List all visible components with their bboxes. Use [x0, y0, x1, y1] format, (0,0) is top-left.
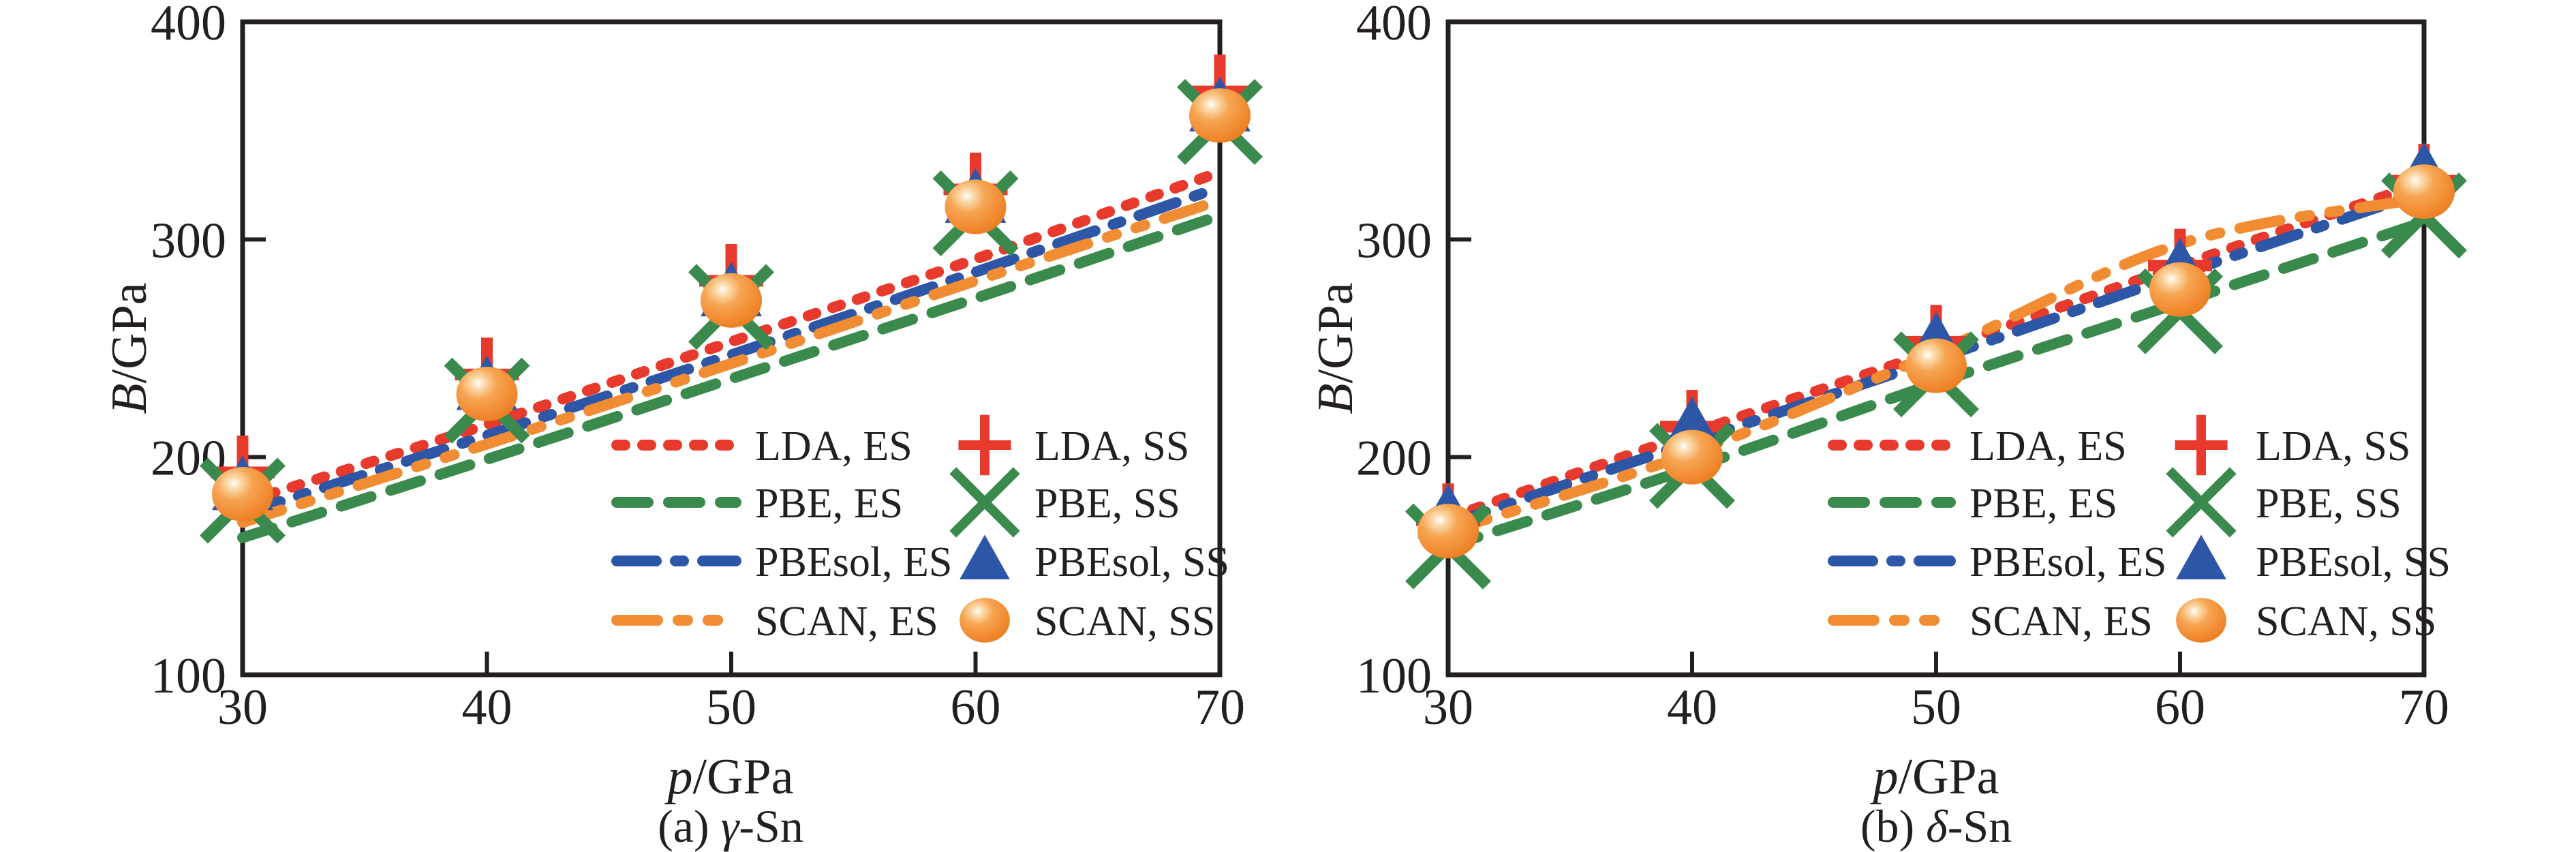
x-tick-label: 30: [217, 680, 268, 735]
y-tick-label: 400: [151, 0, 226, 51]
ss-marker-scan-shape: [1905, 338, 1967, 393]
ss-marker-scan-shape: [945, 179, 1007, 234]
caption-b-suffix: -Sn: [1947, 800, 2012, 852]
caption-a-suffix: -Sn: [739, 800, 803, 852]
legend-ss-symbol-scan: [960, 598, 1010, 643]
legend-ss-symbol-pbe-shape: [2166, 467, 2237, 538]
legend-ss-label-pbe: PBE, SS: [1034, 481, 1180, 527]
y-axis-label-b-symbol: B: [1308, 383, 1364, 414]
ss-marker-scan-shape: [2393, 164, 2455, 219]
x-tick-label: 70: [1195, 680, 1245, 735]
y-axis-label-a-symbol: B: [102, 383, 157, 414]
legend-ss-label-scan: SCAN, SS: [1034, 598, 1215, 645]
caption-a-symbol: γ: [720, 800, 739, 852]
legend-ss-symbol-lda: [2175, 414, 2228, 476]
x-tick-label: 40: [1667, 680, 1717, 735]
ss-marker-scan-shape: [212, 466, 273, 521]
caption-a-prefix: (a): [658, 800, 721, 852]
legend-ss-label-lda: LDA, SS: [2256, 423, 2410, 470]
x-tick-label: 40: [462, 680, 512, 735]
y-tick-label: 100: [1356, 648, 1432, 704]
ss-marker-scan: [1905, 338, 1967, 393]
legend-ss-label-scan: SCAN, SS: [2256, 598, 2436, 645]
legend-es-label-lda: LDA, ES: [755, 423, 913, 470]
plot-panel-b: 30 40 50 60 70 100 200 300 400 LDA, ES LDA, SS PBE,…: [1356, 0, 2468, 735]
ss-marker-scan-shape: [1189, 88, 1251, 143]
ss-marker-scan-shape: [1661, 429, 1723, 485]
x-tick-label: 70: [2399, 680, 2449, 735]
y-tick-label: 300: [151, 213, 226, 269]
caption-a: (a) γ-Sn: [658, 803, 803, 849]
legend-ss-symbol-lda: [958, 414, 1011, 476]
legend-es-label-scan: SCAN, ES: [755, 598, 938, 645]
ss-marker-scan-shape: [2149, 262, 2211, 317]
ss-marker-scan: [701, 273, 762, 328]
y-axis-label-b-unit: /GPa: [1308, 282, 1364, 384]
legend-ss-label-pbe: PBE, SS: [2256, 481, 2402, 527]
legend-ss-symbol-pbesol: [960, 534, 1010, 580]
legend-ss-symbol-scan-shape: [960, 598, 1010, 643]
legend-es-label-lda: LDA, ES: [1969, 423, 2127, 470]
ss-marker-scan: [2393, 164, 2455, 219]
legend-ss-symbol-pbesol: [2176, 534, 2226, 580]
y-axis-label-a-unit: /GPa: [102, 282, 157, 384]
ss-marker-scan: [1661, 429, 1723, 485]
legend-es-label-pbe: PBE, ES: [755, 481, 903, 527]
y-tick-label: 100: [151, 648, 226, 704]
x-axis-label-a-symbol: p: [667, 749, 693, 805]
x-axis-label-b-symbol: p: [1873, 749, 1899, 805]
y-tick-label: 300: [1356, 213, 1432, 269]
y-tick-label: 200: [1356, 431, 1432, 487]
caption-b: (b) δ-Sn: [1860, 803, 2012, 849]
y-axis-label-a: B/GPa: [102, 282, 157, 414]
legend-ss-symbol-pbesol-shape: [960, 534, 1010, 580]
x-axis-label-b-unit: /GPa: [1898, 749, 1999, 805]
ss-marker-scan: [2149, 262, 2211, 317]
ss-marker-scan: [1417, 504, 1479, 559]
y-axis-label-b: B/GPa: [1308, 282, 1364, 414]
legend-ss-label-lda: LDA, SS: [1034, 423, 1189, 470]
x-axis-label-a-unit: /GPa: [692, 749, 794, 805]
legend-ss-symbol-pbe-shape: [949, 467, 1020, 538]
x-tick-label: 60: [2155, 680, 2205, 735]
x-tick-label: 60: [951, 680, 1001, 735]
x-tick-label: 50: [1911, 680, 1961, 735]
y-tick-label: 400: [1356, 0, 1432, 51]
legend-ss-symbol-scan: [2176, 598, 2226, 643]
legend-ss-label-pbesol: PBEsol, SS: [2256, 539, 2451, 585]
legend-es-label-pbe: PBE, ES: [1969, 481, 2117, 527]
ss-marker-scan: [945, 179, 1007, 234]
es-line-pbesol: [237, 181, 1225, 519]
caption-b-prefix: (b): [1860, 800, 1927, 852]
es-line-pbe: [237, 210, 1225, 543]
x-axis-label-b: p/GPa: [1873, 752, 1999, 802]
x-tick-label: 30: [1423, 680, 1473, 735]
caption-b-symbol: δ: [1926, 800, 1948, 852]
legend-ss-label-pbesol: PBEsol, SS: [1034, 539, 1229, 585]
legend-es-label-pbesol: PBEsol, ES: [755, 539, 952, 585]
legend-ss-symbol-scan-shape: [2176, 598, 2226, 643]
ss-marker-scan-shape: [456, 367, 518, 422]
x-axis-label-a: p/GPa: [668, 752, 794, 802]
es-line-scan: [237, 194, 1225, 528]
ss-marker-scan: [456, 367, 518, 422]
legend-ss-symbol-pbe: [2166, 467, 2237, 538]
ss-marker-scan-shape: [701, 273, 762, 328]
ss-marker-scan-shape: [1417, 504, 1479, 559]
ss-marker-scan: [212, 466, 273, 521]
legend-ss-symbol-pbesol-shape: [2176, 534, 2226, 580]
ss-marker-scan: [1189, 88, 1251, 143]
legend-es-label-scan: SCAN, ES: [1969, 598, 2153, 645]
x-tick-label: 50: [706, 680, 756, 735]
legend-es-label-pbesol: PBEsol, ES: [1969, 539, 2166, 585]
es-line-lda: [237, 166, 1225, 508]
legend-ss-symbol-pbe: [949, 467, 1020, 538]
